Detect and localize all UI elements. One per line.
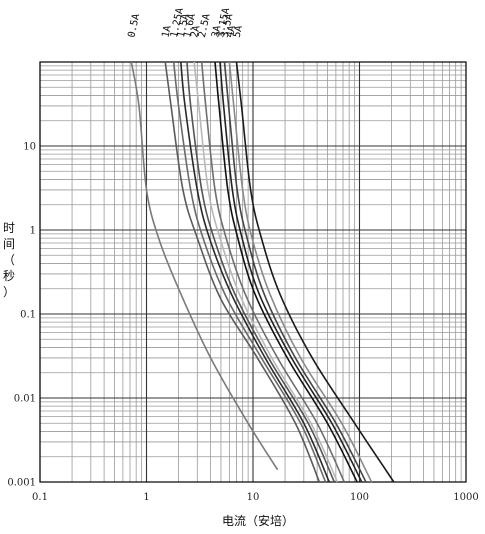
series-line-2A	[193, 61, 339, 483]
y-tick-labels: 0.001 0.01 0.1 1 10	[7, 142, 36, 489]
x-tick-label: 100	[350, 492, 369, 503]
series-line-5A	[235, 61, 395, 483]
series-label-4A: 4A	[225, 25, 238, 39]
series-label-1A: 1A	[160, 25, 173, 39]
series-label-5A: 5A	[232, 25, 245, 39]
y-axis-title-char: 秒	[3, 269, 15, 283]
y-tick-label: 1	[30, 226, 36, 237]
series-line-3A	[214, 61, 358, 483]
x-tick-label: 10	[247, 492, 260, 503]
plot-frame	[39, 61, 467, 483]
x-tick-label: 1	[143, 492, 149, 503]
y-axis-title-char: （	[3, 253, 15, 267]
x-tick-labels: 0.1 1 10 100 1000	[32, 492, 479, 503]
series-label-0-5A: 0.5A	[126, 13, 142, 39]
y-axis-title-char: 间	[3, 237, 15, 251]
series-label-2-5A: 2.5A	[197, 13, 213, 39]
series-label-3A: 3A	[210, 25, 223, 39]
series-line-1A	[164, 61, 321, 483]
y-axis-title-char: 时	[3, 221, 15, 235]
x-tick-label: 0.1	[32, 492, 48, 503]
series-label-2A: 2A	[189, 25, 202, 39]
series-line-3-15A	[219, 61, 363, 483]
y-axis-title-char: ）	[3, 285, 15, 299]
x-tick-label: 1000	[453, 492, 478, 503]
series-line-1-6A	[186, 61, 336, 483]
series-label-1-6A: 1.6A	[182, 13, 198, 39]
series-lines	[130, 61, 395, 483]
y-axis-title: 时间 （ 秒 ）	[3, 221, 15, 299]
series-line-0-5A	[130, 61, 279, 471]
y-tick-label: 10	[23, 142, 36, 153]
y-tick-label: 0.01	[14, 394, 36, 405]
y-tick-label: 0.1	[20, 310, 36, 321]
y-tick-label: 0.001	[7, 478, 36, 489]
series-line-2-5A	[200, 61, 346, 483]
series-label-1-5A: 1.5A	[176, 13, 192, 39]
series-line-1-5A	[180, 61, 330, 483]
series-label-3-5A: 3.5A	[220, 13, 236, 39]
series-line-4A	[228, 61, 373, 483]
series-line-3-5A	[223, 61, 367, 483]
series-line-1-25A	[172, 61, 327, 483]
x-axis-title: 电流（安培）	[222, 513, 294, 528]
